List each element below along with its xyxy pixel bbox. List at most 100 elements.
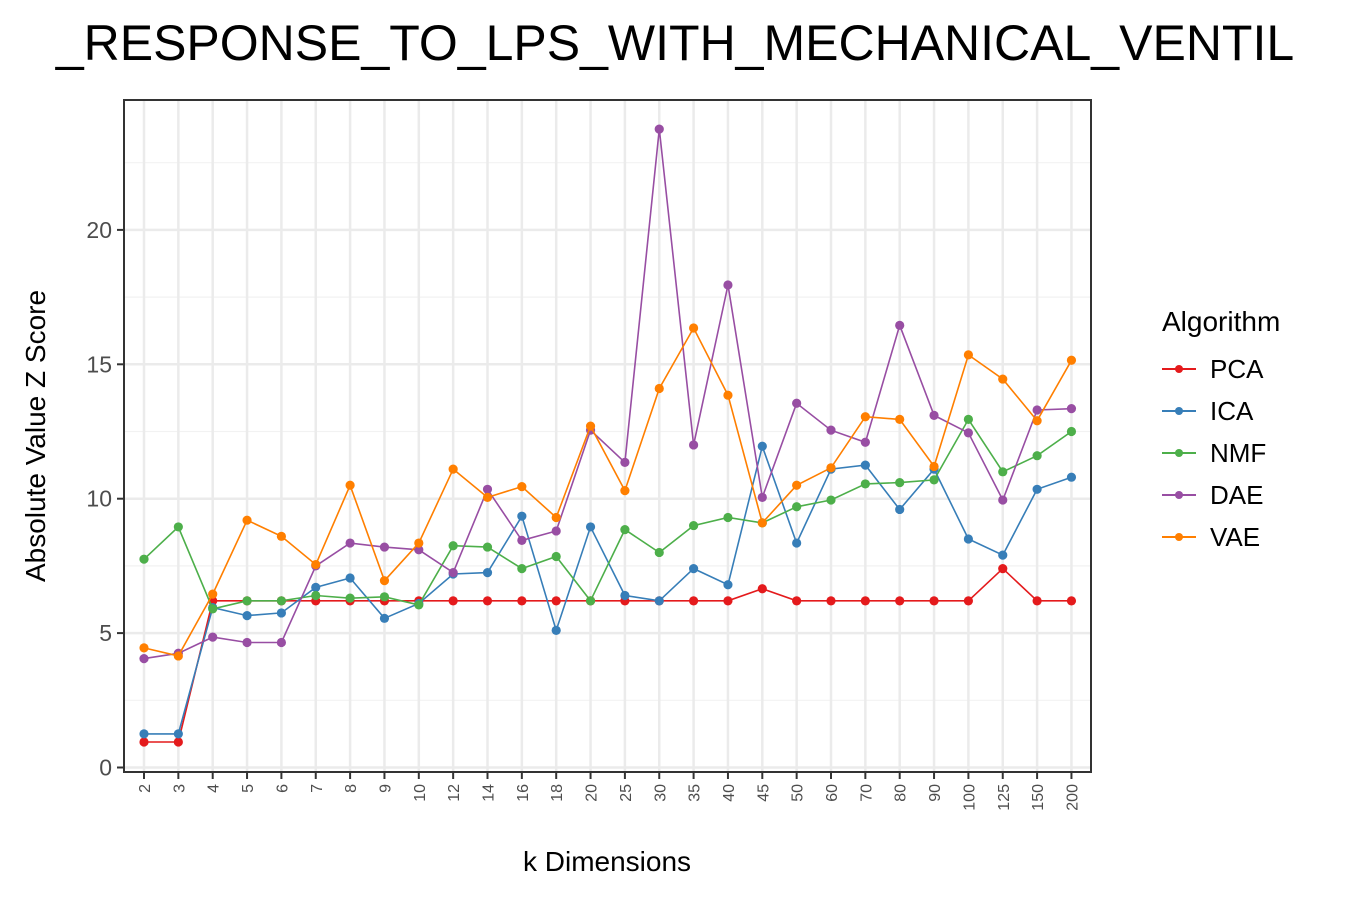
data-point-vae [345, 480, 355, 490]
legend-key-dae [1162, 488, 1196, 502]
data-point-ica [1032, 484, 1042, 494]
data-point-dae [242, 637, 252, 648]
data-point-ica [723, 580, 733, 590]
x-tick-label: 20 [584, 784, 601, 802]
legend-label-vae: VAE [1210, 521, 1261, 552]
y-tick-label: 15 [86, 351, 112, 377]
data-point-ica [551, 625, 561, 636]
data-point-pca [998, 563, 1008, 574]
data-point-vae [551, 512, 561, 523]
x-tick-label: 45 [755, 784, 772, 802]
data-point-nmf [482, 542, 493, 552]
x-tick-label: 2 [137, 784, 154, 793]
data-point-vae [517, 482, 527, 492]
data-point-dae [1066, 404, 1077, 414]
data-point-dae [826, 425, 836, 435]
x-tick-label: 12 [446, 784, 463, 802]
data-point-vae [654, 383, 664, 394]
data-point-vae [792, 480, 802, 490]
legend: Algorithm PCA ICA NMF DAE VAE [1162, 306, 1280, 558]
x-tick-label: 5 [240, 784, 257, 793]
data-point-pca [757, 584, 767, 594]
x-tick-label: 10 [412, 784, 429, 802]
data-point-dae [929, 410, 939, 420]
chart-title: _RESPONSE_TO_LPS_WITH_MECHANICAL_VENTIL [55, 15, 1295, 71]
data-point-ica [276, 608, 286, 618]
data-point-pca [139, 737, 149, 747]
x-tick-label: 50 [790, 784, 807, 802]
x-tick-label: 8 [343, 784, 360, 793]
data-point-dae [276, 637, 286, 648]
y-axis-label: Absolute Value Z Score [20, 289, 51, 583]
data-point-pca [1066, 596, 1077, 606]
legend-title: Algorithm [1162, 306, 1281, 337]
data-point-ica [1066, 472, 1077, 482]
data-point-nmf [1032, 451, 1042, 461]
x-tick-label: 9 [377, 784, 394, 793]
data-point-nmf [414, 600, 424, 610]
legend-key-vae [1162, 530, 1196, 544]
data-point-ica [689, 563, 699, 574]
data-point-vae [1032, 416, 1042, 426]
series-vae [139, 323, 1077, 661]
data-point-ica [585, 522, 596, 532]
x-tick-label: 6 [274, 784, 291, 793]
data-point-vae [414, 538, 424, 548]
data-point-ica [792, 538, 802, 548]
data-point-dae [139, 654, 149, 664]
data-point-vae [929, 461, 939, 472]
data-point-vae [208, 589, 218, 599]
x-tick-label: 30 [652, 784, 669, 802]
data-point-nmf [139, 554, 149, 564]
data-point-nmf [620, 525, 630, 535]
data-point-vae [448, 464, 458, 474]
legend-item-pca: PCA [1162, 348, 1280, 390]
x-tick-label: 14 [481, 784, 498, 802]
y-tick-label: 5 [99, 620, 112, 646]
data-point-nmf [998, 467, 1008, 477]
data-point-ica [963, 534, 974, 544]
legend-key-nmf [1162, 446, 1196, 460]
data-point-ica [482, 568, 493, 578]
x-tick-label: 80 [893, 784, 910, 802]
data-point-vae [242, 515, 252, 525]
legend-item-vae: VAE [1162, 516, 1280, 558]
data-point-ica [620, 590, 630, 601]
series-line-nmf [143, 417, 1072, 610]
x-tick-label: 150 [1030, 784, 1047, 811]
data-point-vae [620, 486, 630, 496]
data-point-dae [482, 484, 493, 494]
data-point-vae [963, 350, 974, 360]
data-point-dae [208, 632, 218, 642]
data-point-dae [963, 428, 974, 438]
data-point-nmf [276, 596, 286, 606]
data-point-dae [689, 440, 699, 450]
data-point-ica [998, 550, 1008, 560]
x-tick-label: 18 [549, 784, 566, 802]
data-point-pca [895, 596, 905, 606]
x-tick-label: 3 [171, 784, 188, 793]
x-tick-label: 25 [618, 784, 635, 802]
data-point-nmf [345, 593, 355, 603]
x-tick-label: 125 [996, 784, 1013, 811]
series-dae [139, 124, 1077, 664]
data-point-vae [998, 374, 1008, 384]
series-line-vae [143, 326, 1073, 657]
data-point-pca [723, 596, 733, 606]
legend-label-ica: ICA [1210, 395, 1254, 426]
data-point-ica [139, 729, 149, 739]
x-tick-label: 60 [824, 784, 841, 802]
data-point-pca [929, 596, 939, 606]
legend-label-pca: PCA [1210, 353, 1264, 384]
data-point-ica [173, 729, 183, 739]
data-point-vae [723, 390, 733, 400]
data-point-vae [482, 492, 493, 502]
data-point-pca [1032, 596, 1042, 606]
series-line-dae [143, 129, 1072, 660]
legend-item-dae: DAE [1162, 474, 1280, 516]
data-point-nmf [826, 495, 836, 505]
data-point-nmf [1066, 426, 1077, 437]
data-point-pca [517, 596, 527, 606]
data-point-nmf [689, 520, 699, 531]
data-point-nmf [208, 604, 218, 614]
